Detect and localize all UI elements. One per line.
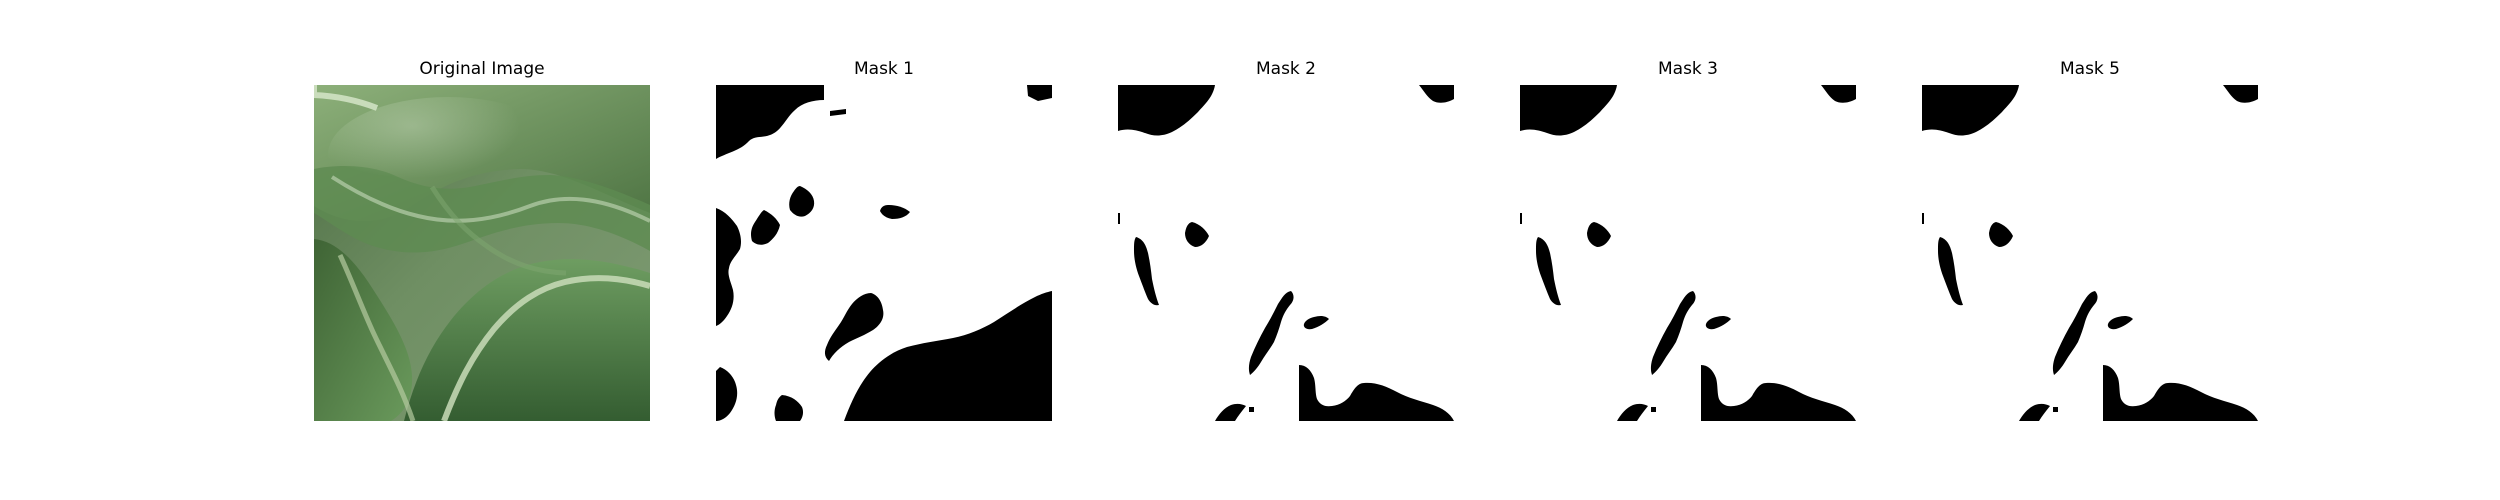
mask-region — [1922, 213, 1924, 224]
leaf-bottom-right — [404, 259, 650, 421]
mask-region — [1520, 213, 1522, 224]
mask-region — [1118, 85, 1215, 136]
mask-region — [824, 293, 884, 361]
mask-region — [880, 205, 910, 219]
mask-region — [1922, 85, 2019, 136]
mask-region — [1821, 85, 1856, 103]
light-highlight — [328, 97, 568, 213]
mask-region — [1185, 222, 1209, 247]
panel-mask-5: Mask 5 — [1922, 55, 2258, 425]
mask-region — [1989, 222, 2013, 247]
mask-region — [789, 186, 815, 217]
mask-region — [1299, 365, 1454, 421]
mask-region — [1248, 291, 1294, 375]
mask-region — [2223, 85, 2258, 103]
mask-region — [716, 367, 738, 421]
panel-mask-2: Mask 2 — [1118, 55, 1454, 425]
mask-region — [1027, 85, 1052, 101]
original-image — [314, 85, 650, 421]
mask-image-1 — [716, 85, 1052, 421]
mask-region — [1249, 407, 1254, 412]
mask-region — [2052, 291, 2098, 375]
mask-region — [1651, 407, 1656, 412]
panel-title-mask-5: Mask 5 — [2059, 59, 2120, 79]
mask-region — [1650, 291, 1696, 375]
mask-region — [1118, 213, 1120, 224]
mask-region — [2019, 403, 2050, 421]
mask-region — [774, 395, 804, 421]
mask-image-5 — [1922, 85, 2258, 421]
mask-region — [1215, 403, 1246, 421]
mask-background — [1520, 85, 1856, 421]
mask-region — [716, 208, 741, 326]
leaf-edge-highlight — [314, 85, 379, 111]
mask-region — [2107, 315, 2133, 330]
mask-region — [930, 354, 967, 386]
mask-region — [1587, 222, 1611, 247]
mask-region — [2053, 407, 2058, 412]
mask-region — [1536, 237, 1561, 306]
mask-region — [1134, 237, 1159, 306]
panel-title-mask-1: Mask 1 — [853, 59, 914, 79]
mask-region — [830, 109, 846, 116]
panel-title-mask-3: Mask 3 — [1657, 59, 1718, 79]
panel-title-original-image: Original Image — [419, 59, 545, 79]
panel-original-image: Original Image — [314, 55, 650, 425]
mask-background — [1922, 85, 2258, 421]
leaf-vein-upper — [330, 175, 650, 223]
leaf-left-lower — [314, 239, 413, 421]
mask-region — [1938, 237, 1963, 306]
leaf-vein-left — [337, 253, 416, 421]
mask-region — [1617, 403, 1648, 421]
mask-region — [1701, 365, 1856, 421]
panel-mask-3: Mask 3 — [1520, 55, 1856, 425]
mask-background — [1118, 85, 1454, 421]
panel-mask-1: Mask 1 — [716, 55, 1052, 425]
panel-title-mask-2: Mask 2 — [1255, 59, 1316, 79]
mask-region — [716, 85, 824, 159]
leaf-vein-main — [441, 275, 650, 421]
mask-region — [1419, 85, 1454, 103]
mask-region — [1520, 85, 1617, 136]
mask-image-2 — [1118, 85, 1454, 421]
mask-region — [751, 210, 780, 245]
mask-region — [2103, 365, 2258, 421]
mask-image-3 — [1520, 85, 1856, 421]
mask-region — [1705, 315, 1731, 330]
mask-region — [1303, 315, 1329, 330]
